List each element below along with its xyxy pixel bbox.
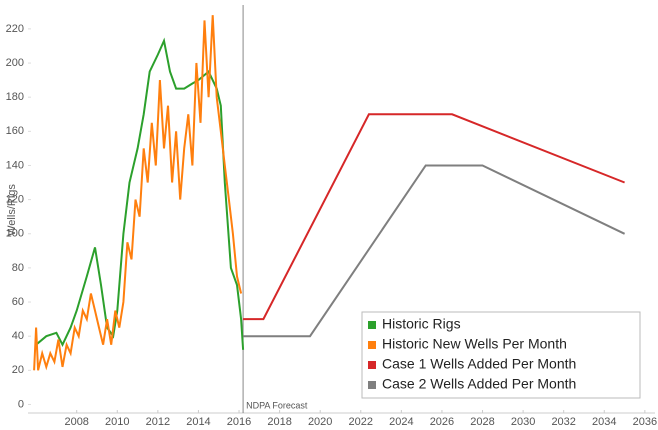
series-line	[35, 37, 245, 350]
legend-swatch	[368, 341, 376, 349]
y-tick-label: 100	[6, 228, 24, 240]
y-tick-label: 120	[6, 194, 24, 206]
x-tick-label: 2024	[389, 416, 413, 428]
legend-swatch	[368, 381, 376, 389]
series-line	[243, 164, 626, 338]
legend-label: Historic Rigs	[382, 316, 461, 332]
x-tick-label: 2032	[551, 416, 575, 428]
x-tick-label: 2030	[511, 416, 535, 428]
x-tick-label: 2028	[470, 416, 494, 428]
y-tick-label: 80	[12, 262, 24, 274]
x-tick-label: 2016	[227, 416, 251, 428]
y-tick-label: 0	[18, 398, 24, 410]
legend-box	[361, 311, 641, 399]
x-tick-label: 2036	[633, 416, 657, 428]
legend-swatch	[368, 361, 376, 369]
series-line	[243, 113, 625, 321]
y-tick-label: 60	[12, 296, 24, 308]
x-tick-label: 2018	[267, 416, 291, 428]
x-tick-label: 2020	[308, 416, 332, 428]
legend-label: Case 1 Wells Added Per Month	[382, 356, 576, 372]
y-tick-label: 40	[12, 330, 24, 342]
y-tick-label: 180	[6, 91, 24, 103]
x-tick-label: 2010	[105, 416, 129, 428]
y-tick-label: 20	[12, 364, 24, 376]
y-tick-label: 140	[6, 159, 24, 171]
legend-label: Historic New Wells Per Month	[382, 336, 567, 352]
x-tick-label: 2008	[64, 416, 88, 428]
legend-swatch	[368, 321, 376, 329]
y-tick-label: 220	[6, 23, 24, 35]
y-tick-label: 200	[6, 57, 24, 69]
x-tick-label: 2012	[146, 416, 170, 428]
series-line	[33, 15, 243, 371]
x-tick-label: 2034	[592, 416, 616, 428]
x-tick-label: 2014	[186, 416, 210, 428]
x-tick-label: 2022	[349, 416, 373, 428]
x-tick-label: 2026	[430, 416, 454, 428]
y-tick-label: 160	[6, 125, 24, 137]
legend-label: Case 2 Wells Added Per Month	[382, 376, 576, 392]
y-axis-label: Wells/Rigs	[6, 184, 18, 236]
annotation: NDPA Forecast	[246, 400, 308, 410]
